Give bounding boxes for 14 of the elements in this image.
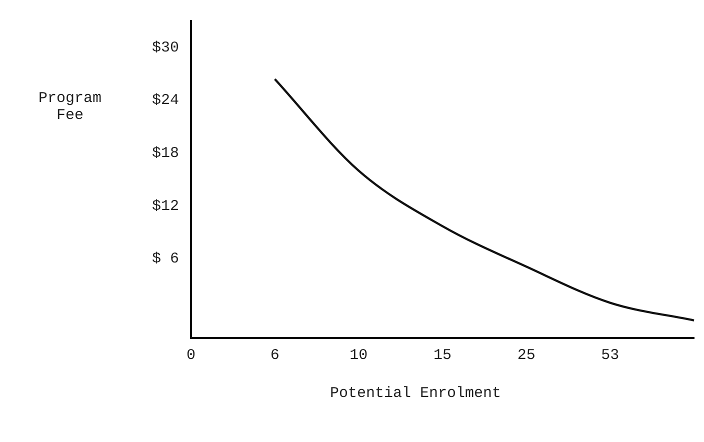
y-axis-title: Program Fee [37, 90, 102, 124]
line-series [274, 78, 696, 322]
x-tick-label: 10 [350, 346, 368, 364]
x-tick-label: 53 [601, 346, 620, 364]
x-tick-label: 0 [186, 346, 196, 364]
y-tick-label: $30 [152, 39, 180, 56]
y-tick-label: $ 6 [152, 250, 180, 268]
y-tick-label: $12 [152, 198, 180, 215]
y-tick-label: $18 [152, 145, 180, 162]
x-tick-label: 25 [517, 346, 536, 364]
x-tick-label: 6 [270, 346, 280, 364]
x-tick-label: 15 [433, 346, 452, 364]
x-axis-title: Potential Enrolment [330, 385, 502, 402]
y-tick-label: $24 [152, 92, 180, 110]
